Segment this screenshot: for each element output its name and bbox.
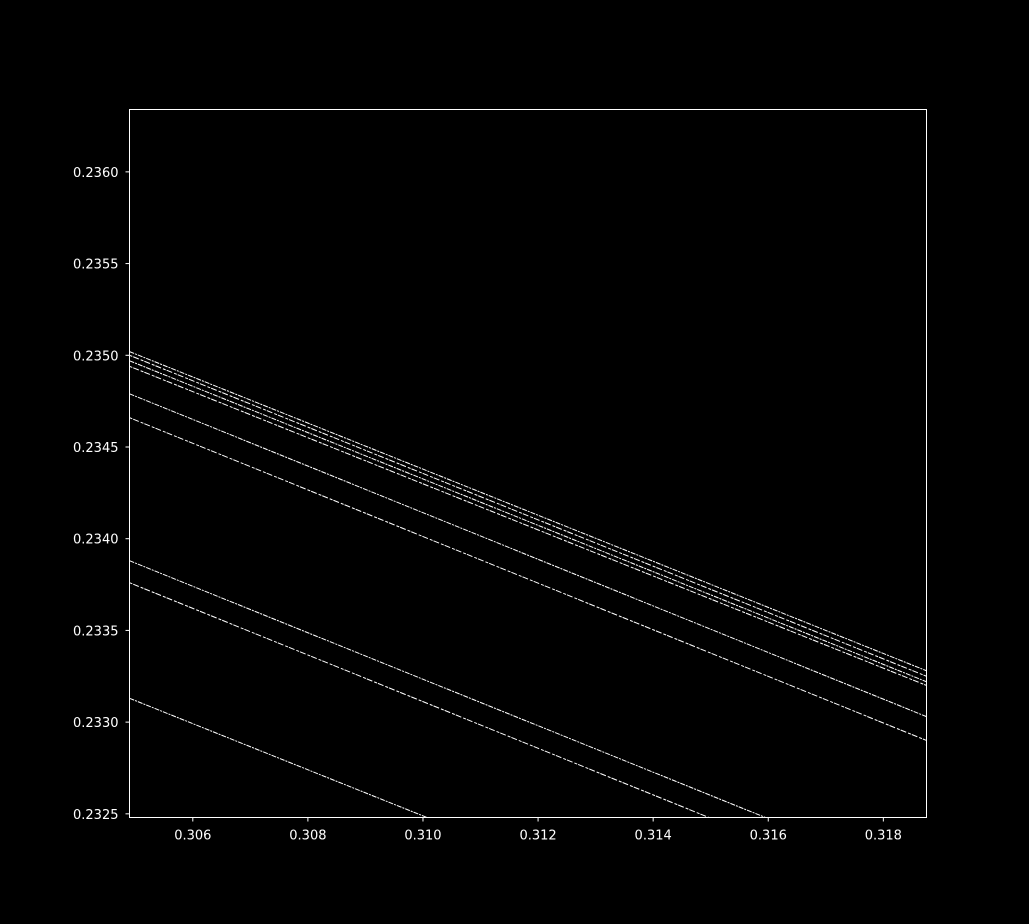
series-line-8	[129, 582, 710, 818]
x-tick-label: 0.306	[174, 829, 211, 844]
plot-frame	[129, 109, 927, 818]
x-tick-label: 0.314	[635, 829, 672, 844]
y-tick-label: 0.2355	[73, 258, 119, 273]
x-tick-label: 0.312	[519, 829, 556, 844]
y-tick-label: 0.2335	[73, 624, 119, 639]
x-tick-label: 0.308	[289, 829, 326, 844]
y-tick-label: 0.2340	[73, 533, 119, 548]
y-tick-label: 0.2360	[73, 166, 119, 181]
y-tick-label: 0.2345	[73, 441, 119, 456]
x-tick-label: 0.316	[750, 829, 787, 844]
series-line-2	[129, 354, 927, 677]
series-layer	[129, 351, 927, 818]
x-axis-ticks: 0.306 0.308 0.310 0.312 0.314 0.316 0.318	[174, 817, 902, 844]
series-line-7	[129, 560, 766, 818]
y-tick-label: 0.2350	[73, 349, 119, 364]
series-line-5	[129, 393, 927, 718]
series-line-9	[129, 697, 428, 818]
series-line-4	[129, 365, 927, 686]
x-tick-label: 0.318	[865, 829, 902, 844]
x-tick-label: 0.310	[404, 829, 441, 844]
y-tick-label: 0.2325	[73, 808, 119, 823]
series-line-1	[129, 351, 927, 672]
series-line-3	[129, 360, 927, 683]
y-tick-label: 0.2330	[73, 716, 119, 731]
y-axis-ticks: 0.2325 0.2330 0.2335 0.2340 0.2345 0.2350 0.23…	[73, 166, 130, 823]
series-line-6	[129, 417, 927, 741]
